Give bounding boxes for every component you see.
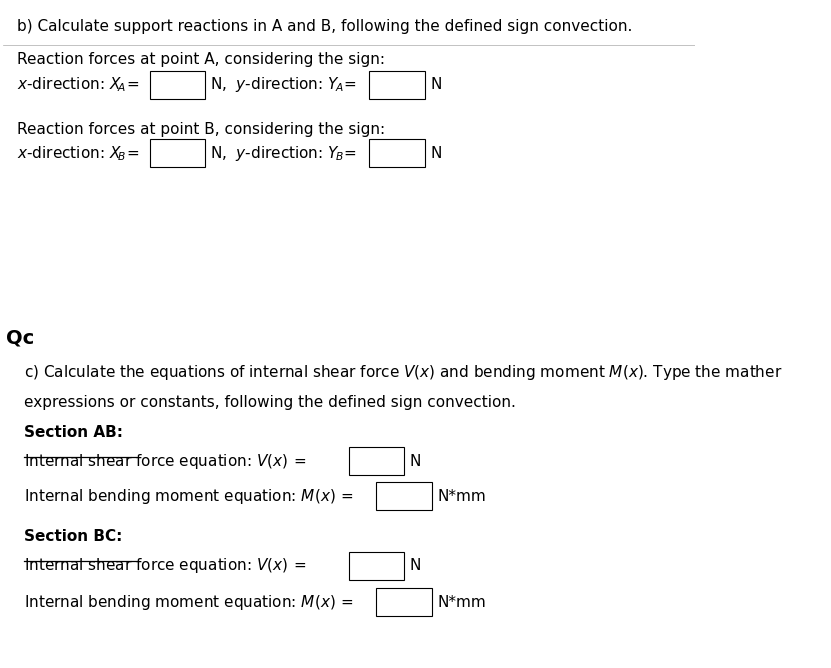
Text: N*mm: N*mm bbox=[437, 489, 486, 504]
Text: c) Calculate the equations of internal shear force $\mathit{V}(x)$ and bending m: c) Calculate the equations of internal s… bbox=[23, 363, 782, 382]
FancyBboxPatch shape bbox=[376, 482, 431, 510]
Text: $x$-direction: $\mathit{X}_{\!A}\!=\!$: $x$-direction: $\mathit{X}_{\!A}\!=\!$ bbox=[17, 75, 139, 94]
FancyBboxPatch shape bbox=[370, 71, 425, 99]
Text: $x$-direction: $\mathit{X}_{\!B}\!=\!$: $x$-direction: $\mathit{X}_{\!B}\!=\!$ bbox=[17, 144, 139, 162]
Text: Qc: Qc bbox=[7, 329, 35, 348]
FancyBboxPatch shape bbox=[370, 139, 425, 167]
Text: N: N bbox=[410, 558, 421, 573]
Text: N,  $y$-direction: $\mathit{Y}_{\!B}\!=\!$: N, $y$-direction: $\mathit{Y}_{\!B}\!=\!… bbox=[210, 144, 357, 162]
FancyBboxPatch shape bbox=[376, 589, 431, 616]
Text: N: N bbox=[410, 454, 421, 469]
FancyBboxPatch shape bbox=[349, 448, 404, 475]
Text: Internal bending moment equation: $\mathit{M}(x)\,=$: Internal bending moment equation: $\math… bbox=[23, 593, 353, 612]
Text: b) Calculate support reactions in A and B, following the defined sign convection: b) Calculate support reactions in A and … bbox=[17, 19, 632, 34]
Text: N*mm: N*mm bbox=[437, 595, 486, 610]
Text: N,  $y$-direction: $\mathit{Y}_{\!A}\!=\!$: N, $y$-direction: $\mathit{Y}_{\!A}\!=\!… bbox=[210, 75, 356, 94]
Text: expressions or constants, following the defined sign convection.: expressions or constants, following the … bbox=[23, 395, 515, 410]
FancyBboxPatch shape bbox=[349, 552, 404, 580]
Text: N: N bbox=[430, 146, 441, 160]
Text: Internal shear force equation: $\mathit{V}(x)\,=$: Internal shear force equation: $\mathit{… bbox=[23, 556, 306, 575]
FancyBboxPatch shape bbox=[150, 71, 205, 99]
Text: Reaction forces at point B, considering the sign:: Reaction forces at point B, considering … bbox=[17, 122, 385, 137]
FancyBboxPatch shape bbox=[150, 139, 205, 167]
Text: Section BC:: Section BC: bbox=[23, 530, 122, 544]
Text: Section AB:: Section AB: bbox=[23, 425, 122, 440]
Text: Internal shear force equation: $\mathit{V}(x)\,=$: Internal shear force equation: $\mathit{… bbox=[23, 452, 306, 471]
Text: N: N bbox=[430, 77, 441, 92]
Text: Internal bending moment equation: $\mathit{M}(x)\,=$: Internal bending moment equation: $\math… bbox=[23, 487, 353, 506]
Text: Reaction forces at point A, considering the sign:: Reaction forces at point A, considering … bbox=[17, 53, 385, 67]
